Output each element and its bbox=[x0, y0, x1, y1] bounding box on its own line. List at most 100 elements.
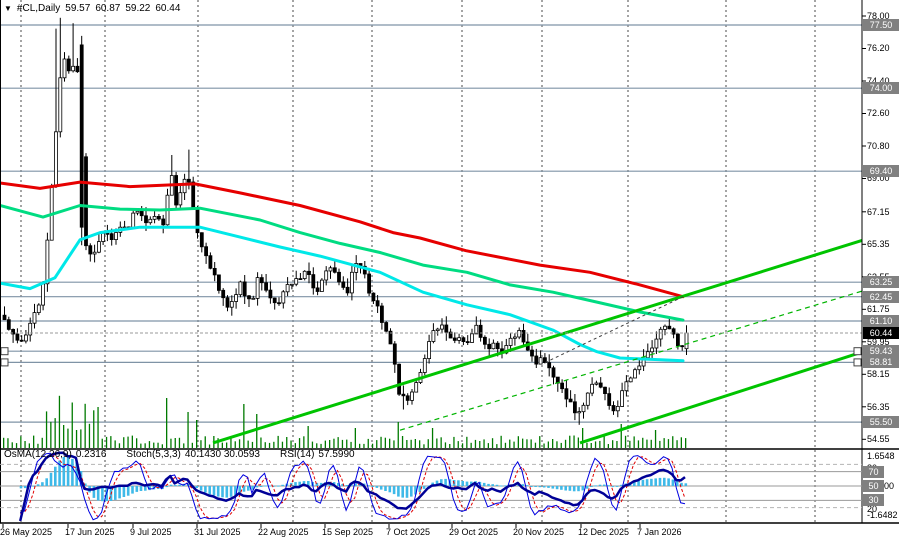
volume-bar bbox=[449, 444, 451, 448]
volume-bar bbox=[504, 442, 507, 448]
candle bbox=[482, 336, 487, 345]
volume-bar bbox=[380, 436, 382, 448]
price-tick-label: 78.00 bbox=[867, 11, 890, 21]
osma-bar bbox=[435, 480, 439, 486]
candle bbox=[289, 283, 294, 286]
price-tick-label: 56.35 bbox=[867, 401, 890, 412]
volume-bar bbox=[457, 441, 459, 448]
candle bbox=[199, 232, 204, 248]
osma-bar bbox=[28, 486, 31, 488]
volume-bar bbox=[281, 441, 284, 448]
volume-bar bbox=[444, 442, 447, 448]
osma-bar bbox=[371, 486, 374, 487]
osma-bar bbox=[247, 486, 250, 491]
osma-bar bbox=[174, 485, 177, 487]
osma-bar bbox=[568, 486, 572, 491]
osma-bar bbox=[144, 486, 147, 491]
volume-bar bbox=[359, 443, 361, 448]
volume-bar bbox=[680, 437, 682, 448]
candle bbox=[32, 312, 37, 324]
volume-bar bbox=[127, 436, 129, 448]
volume-bar bbox=[552, 439, 554, 448]
candle bbox=[573, 401, 577, 414]
volume-bar bbox=[496, 444, 498, 448]
volume-bar bbox=[577, 437, 579, 448]
candle bbox=[607, 393, 612, 406]
candle bbox=[624, 381, 629, 392]
osma-bar bbox=[444, 478, 447, 486]
candle bbox=[332, 267, 337, 273]
osma-bar bbox=[607, 485, 610, 487]
date-label: 7 Oct 2025 bbox=[386, 527, 431, 537]
candle bbox=[615, 405, 620, 412]
candle bbox=[461, 337, 466, 343]
line-handle bbox=[853, 347, 862, 356]
osma-bar bbox=[457, 480, 460, 486]
osma-bar bbox=[611, 485, 615, 487]
date-label: 12 Dec 2025 bbox=[578, 527, 630, 537]
volume-bar bbox=[367, 438, 369, 448]
osma-bar bbox=[620, 484, 623, 486]
candle bbox=[315, 287, 320, 292]
volume-bar bbox=[564, 439, 567, 448]
volume-bar bbox=[286, 437, 288, 448]
volume-bar bbox=[350, 441, 352, 448]
volume-bar bbox=[84, 403, 86, 448]
candle bbox=[495, 342, 500, 350]
volume-bar bbox=[453, 436, 455, 448]
candle bbox=[148, 218, 153, 224]
volume-bar bbox=[157, 442, 159, 448]
volume-bar bbox=[616, 441, 618, 448]
line-handle bbox=[0, 347, 9, 356]
candle bbox=[114, 232, 118, 240]
osma-bar bbox=[178, 484, 181, 486]
candle bbox=[598, 382, 603, 388]
candle bbox=[45, 239, 50, 285]
volume-bar bbox=[491, 438, 494, 448]
osma-bar bbox=[542, 486, 546, 488]
candle bbox=[66, 58, 71, 72]
candle bbox=[28, 322, 33, 336]
price-level-badge: 74.00 bbox=[863, 82, 899, 95]
candle bbox=[405, 395, 410, 401]
candle bbox=[307, 270, 311, 275]
osma-bar bbox=[418, 486, 422, 492]
volume-bar bbox=[234, 441, 236, 448]
candle bbox=[384, 322, 389, 332]
indicator-panel-labels: OsMA(12,26,9) 0.2316 Stoch(5,3,3) 40.1430 3… bbox=[4, 449, 375, 460]
osma-bar bbox=[658, 477, 662, 486]
osma-bar bbox=[530, 486, 533, 487]
osma-bar bbox=[375, 486, 379, 488]
candle bbox=[457, 337, 462, 341]
candle bbox=[195, 207, 200, 234]
osma-bar bbox=[337, 483, 340, 486]
symbol-period-label: #CL,Daily bbox=[16, 3, 61, 14]
osma-bar bbox=[598, 484, 602, 486]
volume-bar bbox=[440, 437, 442, 448]
osma-bar bbox=[32, 485, 36, 487]
osma-bar bbox=[354, 483, 357, 486]
candle bbox=[302, 270, 307, 279]
date-label: 15 Sep 2025 bbox=[322, 527, 374, 537]
osma-bar bbox=[667, 478, 670, 486]
volume-bar bbox=[264, 442, 266, 448]
volume-bar bbox=[101, 438, 103, 448]
osma-bar bbox=[92, 486, 96, 498]
price-tick-label: 70.80 bbox=[867, 140, 890, 151]
osma-bar bbox=[204, 486, 207, 493]
symbol-dropdown-icon[interactable]: ▼ bbox=[4, 4, 12, 13]
candle bbox=[379, 305, 384, 323]
volume-bar bbox=[483, 439, 485, 448]
volume-bar bbox=[200, 440, 202, 448]
chart-title: ▼ #CL,Daily 59.57 60.87 59.22 60.44 bbox=[4, 3, 185, 14]
volume-bar bbox=[290, 440, 292, 448]
volume-bar bbox=[298, 438, 301, 448]
candle bbox=[611, 405, 616, 412]
candle bbox=[277, 302, 281, 305]
volume-bar bbox=[230, 438, 232, 448]
volume-bar bbox=[217, 438, 219, 448]
candle bbox=[101, 232, 105, 242]
ma-fast-cyan bbox=[0, 225, 685, 363]
candle bbox=[71, 65, 75, 72]
